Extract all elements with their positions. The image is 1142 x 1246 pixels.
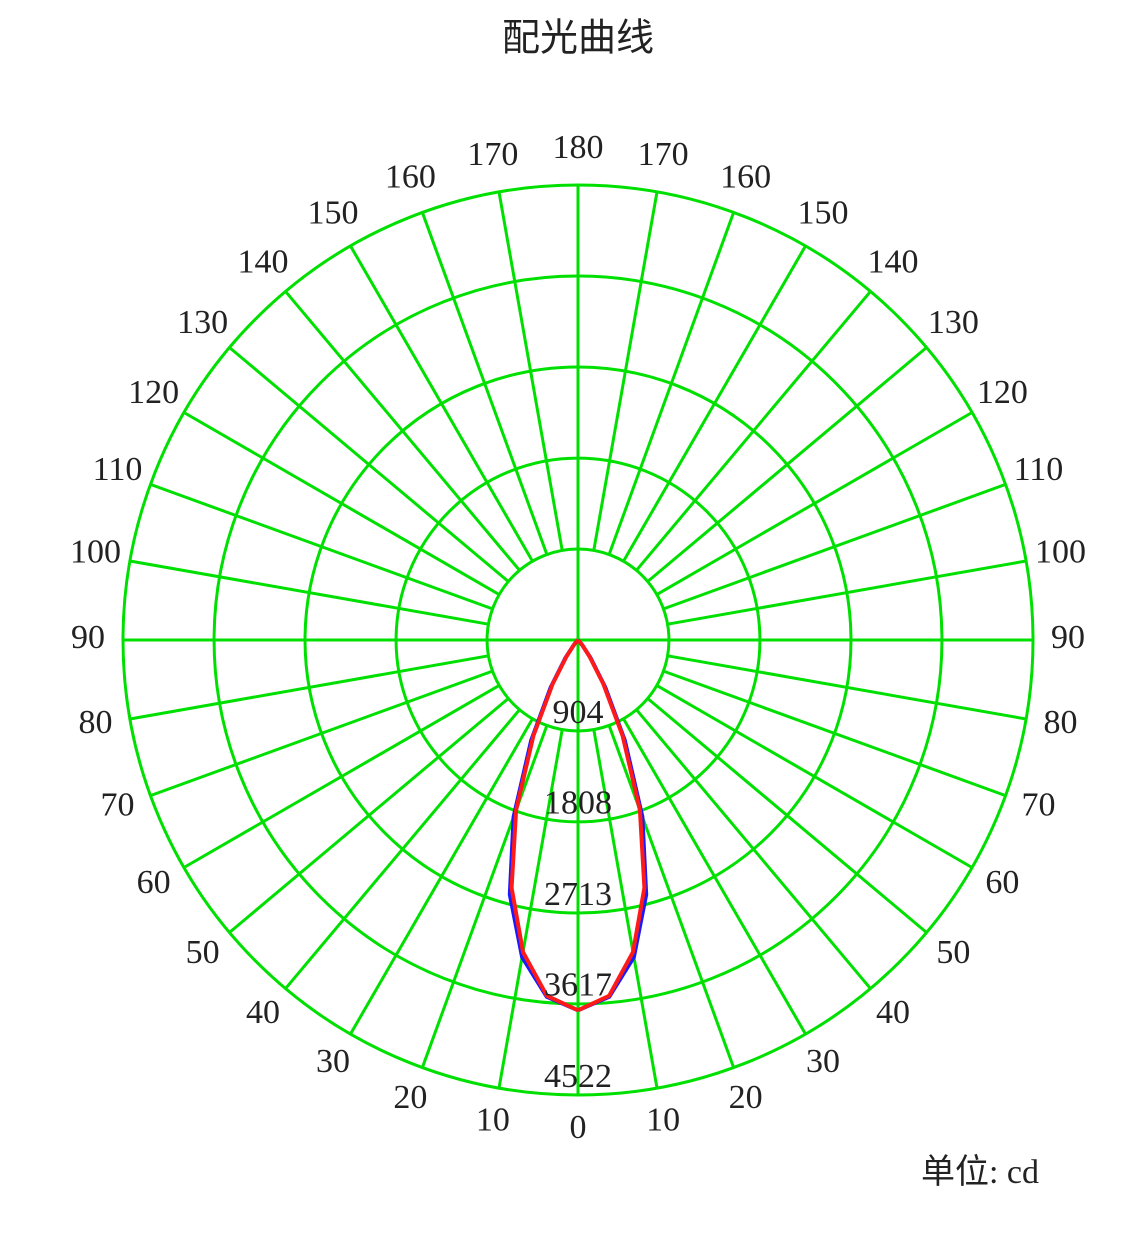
grid-spoke	[228, 697, 510, 934]
angle-label: 90	[71, 619, 105, 656]
grid-spoke	[646, 697, 928, 934]
grid-spoke	[349, 245, 534, 562]
grid-spoke	[635, 708, 872, 990]
angle-label: 30	[806, 1043, 840, 1080]
angle-label: 70	[101, 786, 135, 823]
angle-label: 60	[137, 864, 171, 901]
angle-label: 100	[70, 534, 121, 571]
angle-label: 130	[928, 304, 979, 341]
grid-spoke	[183, 411, 500, 596]
grid-spoke	[635, 290, 872, 572]
angle-label: 60	[985, 864, 1019, 901]
grid-spoke	[662, 669, 1007, 798]
grid-spoke	[420, 724, 549, 1069]
chart-title: 配光曲线	[502, 18, 654, 60]
grid-spoke	[592, 729, 659, 1089]
grid-spoke	[656, 411, 973, 596]
angle-label: 120	[977, 374, 1028, 411]
angle-label: 40	[876, 994, 910, 1031]
grid-spoke	[497, 191, 564, 551]
grid-spoke	[129, 559, 489, 626]
angle-label: 10	[646, 1101, 680, 1138]
grid-spoke	[129, 654, 489, 721]
angle-label: 140	[867, 243, 918, 280]
angle-label: 150	[798, 194, 849, 231]
angle-label: 150	[308, 194, 359, 231]
grid-spoke	[420, 211, 549, 556]
grid-spoke	[622, 245, 807, 562]
grid-spoke	[183, 684, 500, 869]
angle-label: 160	[720, 158, 771, 195]
angle-label: 110	[1014, 451, 1064, 488]
angle-label: 70	[1021, 786, 1055, 823]
ring-label: 1808	[544, 785, 612, 822]
grid-spoke	[662, 482, 1007, 611]
grid-spoke	[667, 559, 1027, 626]
grid-spoke	[284, 290, 521, 572]
grid-spoke	[228, 346, 510, 583]
grid-spoke	[607, 211, 736, 556]
grid-spoke	[149, 482, 494, 611]
grid-spoke	[607, 724, 736, 1069]
angle-label: 0	[570, 1109, 587, 1146]
angle-label: 40	[246, 994, 280, 1031]
angle-label: 50	[186, 934, 220, 971]
grid-spoke	[497, 729, 564, 1089]
unit-label: 单位: cd	[921, 1153, 1039, 1191]
angle-label: 110	[93, 451, 143, 488]
grid-spoke	[284, 708, 521, 990]
angle-label: 20	[729, 1079, 763, 1116]
intensity-curve	[576, 638, 647, 1013]
intensity-curve	[509, 638, 580, 1013]
angle-label: 10	[476, 1101, 510, 1138]
grid-spoke	[667, 654, 1027, 721]
angle-label: 170	[467, 136, 518, 173]
angle-label: 80	[1044, 704, 1078, 741]
angle-label: 20	[393, 1079, 427, 1116]
angle-label: 140	[238, 243, 289, 280]
grid-spoke	[349, 718, 534, 1035]
angle-label: 50	[936, 934, 970, 971]
angle-label: 180	[553, 129, 604, 166]
angle-label: 30	[316, 1043, 350, 1080]
angle-label: 90	[1051, 619, 1085, 656]
angle-label: 170	[638, 136, 689, 173]
ring-label: 2713	[544, 876, 612, 913]
ring-label: 904	[553, 694, 604, 731]
angle-label: 120	[128, 374, 179, 411]
angle-label: 80	[78, 704, 112, 741]
angle-label: 130	[177, 304, 228, 341]
angle-label: 100	[1035, 534, 1086, 571]
grid-spoke	[622, 718, 807, 1035]
grid-spoke	[149, 669, 494, 798]
ring-label: 3617	[544, 967, 612, 1004]
ring-label: 4522	[544, 1058, 612, 1095]
grid-spoke	[592, 191, 659, 551]
grid-spoke	[656, 684, 973, 869]
grid-spoke	[646, 346, 928, 583]
angle-label: 160	[385, 158, 436, 195]
